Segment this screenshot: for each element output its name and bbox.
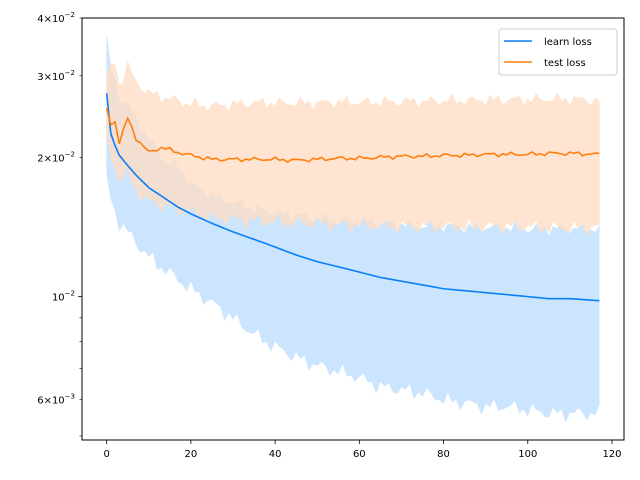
x-tick-label: 0 (103, 449, 109, 460)
x-tick-label: 60 (353, 449, 366, 460)
y-tick-label: 2×10−2 (37, 150, 75, 164)
x-tick-label: 100 (518, 449, 537, 460)
confidence-bands (106, 34, 600, 423)
line-learn-loss (105, 93, 600, 302)
x-tick-label: 40 (269, 449, 282, 460)
legend: learn loss test loss (498, 28, 618, 76)
y-tick-label: 6×10−3 (37, 392, 75, 406)
band-test-loss (106, 60, 600, 237)
legend-label-learn-loss: learn loss (544, 37, 592, 48)
x-tick-label: 20 (184, 449, 197, 460)
y-axis: 10−2 6×10−3 2×10−2 3×10−2 4×10−2 (37, 11, 82, 437)
line-test-loss (105, 107, 600, 163)
legend-label-test-loss: test loss (544, 58, 586, 69)
x-axis: 0 20 40 60 80 100 120 (103, 440, 622, 460)
x-tick-label: 80 (437, 449, 450, 460)
plot-frame (81, 17, 625, 441)
x-tick-label: 120 (602, 449, 621, 460)
y-tick-label: 3×10−2 (37, 69, 75, 83)
y-tick-label: 10−2 (52, 290, 75, 304)
y-tick-label: 4×10−2 (37, 11, 75, 25)
series-lines (105, 93, 600, 302)
